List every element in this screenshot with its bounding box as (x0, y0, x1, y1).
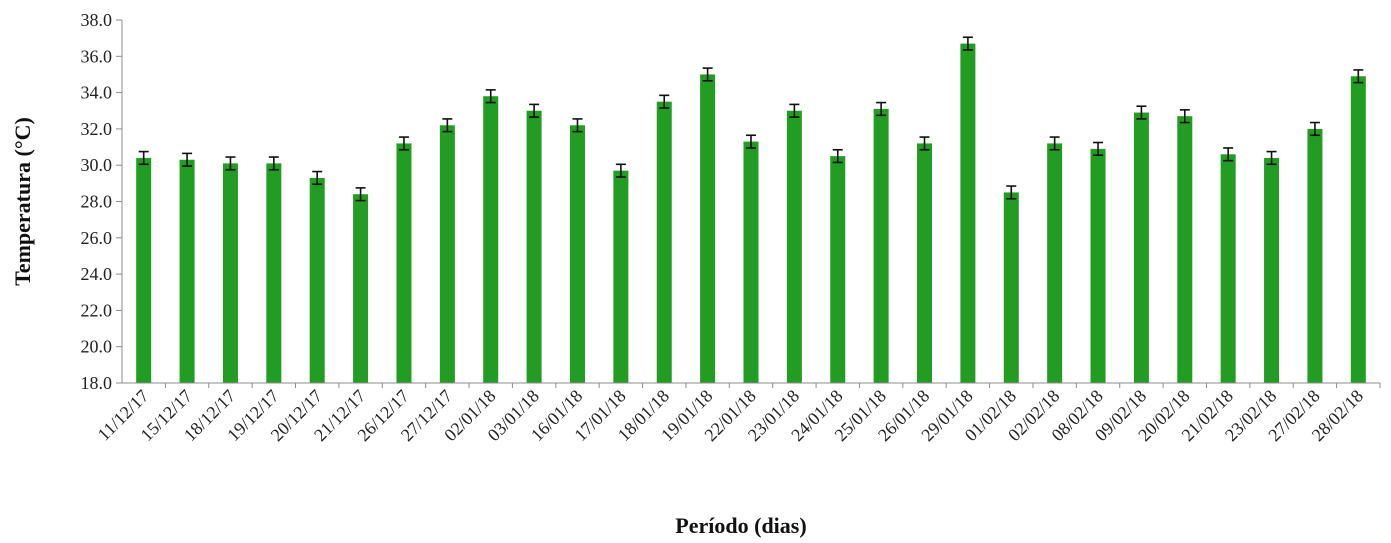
bar (1003, 192, 1019, 383)
bar (179, 159, 195, 383)
bars (136, 43, 1366, 384)
error-bar (355, 187, 366, 202)
error-bar (919, 136, 930, 151)
bar (830, 156, 846, 383)
error-bar (485, 89, 496, 104)
error-bar (182, 152, 193, 167)
error-bar (1353, 69, 1364, 84)
bar (873, 108, 889, 383)
bar (1350, 76, 1366, 383)
y-tick-label: 26.0 (81, 228, 113, 248)
y-tick-label: 20.0 (81, 337, 113, 357)
y-tick-label: 22.0 (81, 300, 113, 320)
bar (353, 194, 369, 383)
error-bar (572, 118, 583, 133)
bar (1133, 112, 1149, 383)
error-bar (1136, 105, 1147, 120)
error-bar (746, 134, 756, 149)
error-bar (442, 118, 453, 133)
bar (569, 125, 585, 384)
error-bar (529, 103, 540, 118)
bar (266, 163, 282, 383)
error-bar (702, 67, 713, 82)
bar (613, 170, 629, 383)
bar (1090, 148, 1106, 383)
bar (1220, 154, 1236, 383)
error-bar (789, 103, 800, 118)
bar (439, 125, 455, 384)
error-bar (615, 163, 626, 178)
error-bar (1093, 141, 1104, 157)
x-axis-ticks: 11/12/1715/12/1718/12/1719/12/1720/12/17… (94, 383, 1381, 445)
y-tick-label: 34.0 (81, 83, 113, 103)
bar (526, 110, 542, 383)
error-bar (962, 36, 973, 51)
y-tick-label: 32.0 (81, 119, 113, 139)
y-tick-label: 24.0 (81, 264, 113, 284)
y-tick-label: 36.0 (81, 46, 113, 66)
bar (786, 110, 802, 383)
error-bar (138, 150, 149, 166)
error-bars (138, 36, 1364, 202)
error-bar (225, 156, 236, 171)
bar (1264, 157, 1280, 383)
y-axis-ticks: 18.0 20.0 22.0 24.0 26.0 28.0 30.0 32.0 34.0 36.0… (81, 10, 122, 393)
bar (743, 141, 759, 383)
bar (136, 157, 152, 383)
error-bar (1266, 150, 1277, 166)
error-bar (1006, 185, 1017, 200)
error-bar (1223, 147, 1234, 162)
error-bar (268, 156, 279, 171)
error-bar (312, 170, 323, 186)
error-bar (832, 148, 843, 164)
y-tick-label: 28.0 (81, 192, 113, 212)
bar (960, 43, 976, 383)
bar (309, 177, 325, 383)
error-bar (876, 101, 887, 117)
error-bar (659, 94, 670, 109)
error-bar (1179, 109, 1190, 124)
bar (396, 143, 412, 383)
bar (700, 74, 716, 383)
bar (1177, 116, 1193, 383)
y-tick-label: 30.0 (81, 155, 113, 175)
bar (917, 143, 933, 383)
x-axis-title: Período (dias) (675, 513, 806, 538)
y-tick-label: 18.0 (81, 373, 113, 393)
y-tick-label: 38.0 (81, 10, 113, 30)
y-axis-title: Temperatura (°C) (10, 117, 35, 286)
bar (483, 96, 499, 383)
error-bar (398, 136, 409, 151)
bar (1307, 128, 1323, 383)
bar (1047, 143, 1063, 383)
error-bar (1049, 136, 1060, 151)
bar (656, 101, 672, 384)
bar (222, 163, 238, 383)
error-bar (1309, 121, 1320, 137)
